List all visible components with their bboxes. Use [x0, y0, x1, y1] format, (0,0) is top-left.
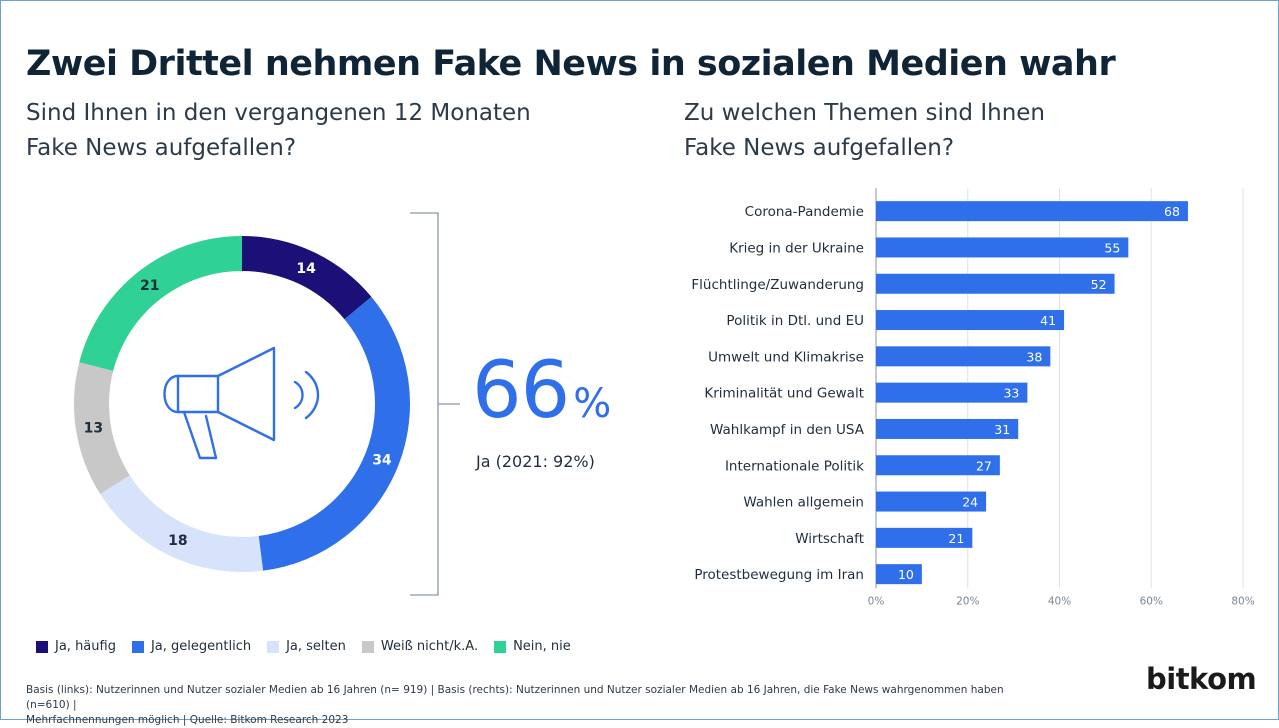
right-subtitle-line2: Fake News aufgefallen?: [684, 135, 955, 161]
donut-slice-label: 13: [84, 421, 103, 437]
bar: [876, 346, 1051, 367]
bar: [876, 455, 1000, 476]
bar: [876, 564, 922, 585]
bar-value-label: 33: [1003, 386, 1019, 401]
bar: [876, 382, 1028, 403]
bar-value-label: 52: [1091, 277, 1107, 292]
legend-item: Ja, häufig: [36, 639, 116, 654]
bar-value-label: 24: [962, 495, 978, 510]
legend-swatch: [361, 640, 374, 653]
yes-share-number: 66: [472, 346, 570, 436]
legend-swatch: [494, 640, 507, 653]
bar-category-label: Protestbewegung im Iran: [694, 567, 864, 583]
bar-value-label: 27: [976, 458, 992, 473]
bar-category-label: Umwelt und Klimakrise: [708, 349, 864, 365]
bar-x-ticks: 0% 20% 40% 60% 80%: [868, 595, 1255, 607]
legend-swatch: [36, 640, 48, 653]
bar-row: Krieg in der Ukraine 55: [729, 237, 1129, 258]
bar-category-label: Kriminalität und Gewalt: [704, 386, 864, 402]
footnote-line2: Mehrfachnennungen möglich | Quelle: Bitk…: [26, 714, 349, 726]
bar-value-label: 21: [948, 531, 964, 546]
bar-value-label: 41: [1040, 313, 1056, 328]
bar-category-label: Flüchtlinge/Zuwanderung: [691, 277, 864, 293]
donut-chart: 14 34 18 13 21: [74, 212, 460, 596]
bar-x-tick-label: 0%: [868, 595, 885, 607]
bar-value-label: 38: [1026, 349, 1042, 364]
legend-label: Nein, nie: [513, 639, 571, 654]
yes-share-unit: %: [573, 381, 611, 427]
bar-row: Wahlen allgemein 24: [743, 491, 987, 512]
donut-slice: [79, 236, 242, 371]
bar-value-label: 68: [1164, 204, 1180, 219]
bar-row: Kriminalität und Gewalt 33: [704, 382, 1028, 403]
legend-label: Weiß nicht/k.A.: [380, 639, 479, 654]
bar-row: Wahlkampf in den USA 31: [710, 418, 1019, 439]
yes-share-label: Ja (2021: 92%): [476, 452, 595, 471]
legend-item: Ja, selten: [267, 639, 346, 654]
bar-row: Internationale Politik 27: [725, 455, 1000, 476]
bar-category-label: Krieg in der Ukraine: [729, 240, 864, 256]
bitkom-logo: bitkom: [1146, 662, 1257, 696]
donut-labels: 14 34 18 13 21: [84, 261, 392, 549]
bar-rows: Corona-Pandemie 68 Krieg in der Ukraine 55 F…: [691, 201, 1188, 585]
donut-slice-label: 18: [168, 533, 187, 549]
bar-row: Politik in Dtl. und EU 41: [726, 310, 1065, 331]
bar-value-label: 31: [994, 422, 1010, 437]
left-subtitle-line1: Sind Ihnen in den vergangenen 12 Monaten: [26, 100, 531, 126]
bar-chart: 0% 20% 40% 60% 80% Corona-Pandemie 68 Krieg in…: [691, 188, 1255, 607]
bar-row: Umwelt und Klimakrise 38: [708, 346, 1051, 367]
bar-row: Flüchtlinge/Zuwanderung 52: [691, 273, 1115, 294]
bar-category-label: Wirtschaft: [795, 531, 864, 547]
bar: [876, 491, 987, 512]
footnote-line1: Basis (links): Nutzerinnen und Nutzer so…: [26, 684, 1004, 711]
left-subtitle-line2: Fake News aufgefallen?: [26, 135, 297, 161]
bar-x-tick-label: 60%: [1140, 595, 1163, 607]
legend-swatch: [131, 640, 144, 653]
donut-slice: [100, 475, 264, 572]
donut-slices: [74, 236, 410, 572]
bar-row: Protestbewegung im Iran 10: [694, 564, 922, 585]
donut-slice: [242, 236, 372, 320]
bar-category-label: Politik in Dtl. und EU: [726, 313, 864, 329]
bar: [876, 273, 1115, 294]
footnote: Basis (links): Nutzerinnen und Nutzer so…: [26, 683, 1016, 728]
bar-value-label: 10: [898, 567, 914, 582]
right-subtitle: Zu welchen Themen sind Ihnen Fake News a…: [684, 96, 1045, 166]
bar-category-label: Wahlkampf in den USA: [710, 422, 865, 438]
yes-share-value: 66%: [472, 352, 611, 430]
legend-label: Ja, selten: [286, 639, 346, 654]
megaphone-icon: [163, 346, 320, 460]
bar: [876, 310, 1065, 331]
legend-swatch: [267, 640, 280, 653]
left-subtitle: Sind Ihnen in den vergangenen 12 Monaten…: [26, 96, 531, 166]
legend: Ja, häufig Ja, gelegentlich Ja, selten Weiß…: [36, 639, 571, 654]
yes-bracket: [410, 212, 460, 596]
donut-slice-label: 34: [372, 452, 392, 468]
bar: [876, 201, 1188, 222]
bar-category-label: Internationale Politik: [725, 458, 864, 474]
bar: [876, 418, 1019, 439]
bar-row: Corona-Pandemie 68: [745, 201, 1188, 222]
donut-slice-label: 21: [140, 278, 159, 294]
bar-x-tick-label: 80%: [1231, 595, 1254, 607]
legend-item: Ja, gelegentlich: [131, 639, 252, 654]
donut-slice-label: 14: [296, 261, 316, 277]
right-subtitle-line1: Zu welchen Themen sind Ihnen: [684, 100, 1046, 126]
bar-category-label: Corona-Pandemie: [745, 204, 864, 220]
bar-row: Wirtschaft 21: [795, 527, 973, 548]
bar-x-tick-label: 20%: [956, 595, 979, 607]
legend-label: Ja, häufig: [55, 639, 116, 654]
legend-label: Ja, gelegentlich: [150, 639, 252, 654]
donut-slice: [74, 362, 130, 495]
bar: [876, 237, 1129, 258]
bar: [876, 527, 973, 548]
page-title: Zwei Drittel nehmen Fake News in soziale…: [26, 44, 1116, 84]
legend-item: Weiß nicht/k.A.: [361, 639, 479, 654]
bar-value-label: 55: [1104, 240, 1120, 255]
donut-slice: [258, 296, 410, 571]
bar-category-label: Wahlen allgemein: [743, 495, 864, 511]
bar-x-tick-label: 40%: [1048, 595, 1071, 607]
legend-item: Nein, nie: [494, 639, 571, 654]
